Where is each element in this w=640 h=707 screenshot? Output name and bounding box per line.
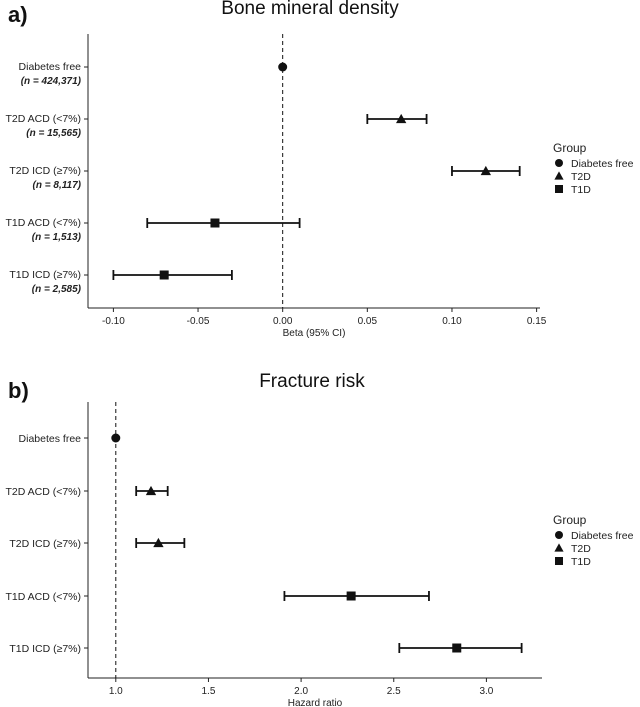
- x-axis-title: Hazard ratio: [288, 698, 343, 707]
- legend-key: [555, 557, 563, 565]
- legend-entry-label: T2D: [571, 171, 591, 183]
- x-tick-label: 0.00: [273, 316, 293, 327]
- x-axis-title: Beta (95% CI): [283, 328, 346, 339]
- panel-tag: b): [8, 378, 29, 403]
- category-label: T1D ICD (≥7%): [9, 643, 81, 655]
- point-estimate: [278, 62, 288, 72]
- x-tick-label: 0.10: [442, 316, 462, 327]
- sample-size-label: (n = 2,585): [32, 284, 82, 295]
- x-tick-label: 1.5: [201, 686, 215, 697]
- point-estimate: [111, 433, 121, 443]
- panel-b: b) Fracture risk 1.0 1.5 2.0 2.5 3.0 Hazard rat…: [5, 371, 633, 707]
- category-label: T1D ICD (≥7%): [9, 269, 81, 281]
- category-label: Diabetes free: [19, 433, 82, 445]
- chart-title: Bone mineral density: [221, 0, 399, 19]
- legend-entry-label: Diabetes free: [571, 158, 634, 170]
- point-estimate: [210, 218, 220, 228]
- x-tick-label: 2.0: [294, 686, 308, 697]
- category-label: T2D ICD (≥7%): [9, 165, 81, 177]
- point-estimate: [396, 113, 407, 124]
- x-tick-label: 2.5: [387, 686, 401, 697]
- point-estimate: [153, 537, 164, 548]
- category-label: T1D ACD (<7%): [5, 217, 81, 229]
- point-estimate: [145, 485, 157, 496]
- category-label: T2D ACD (<7%): [5, 113, 81, 125]
- x-tick-label: 1.0: [109, 686, 123, 697]
- legend-key: [554, 543, 564, 552]
- legend-key: [555, 159, 563, 167]
- sample-size-label: (n = 1,513): [32, 232, 82, 243]
- point-estimate: [346, 591, 356, 601]
- point-estimate: [452, 643, 462, 653]
- legend-entry-label: T1D: [571, 184, 591, 196]
- category-label: T1D ACD (<7%): [5, 591, 81, 603]
- x-tick-label: 0.05: [358, 316, 378, 327]
- chart-title: Fracture risk: [259, 371, 365, 392]
- legend-key: [554, 171, 564, 180]
- sample-size-label: (n = 8,117): [33, 180, 82, 191]
- sample-size-label: (n = 424,371): [21, 76, 82, 87]
- category-label: Diabetes free: [19, 61, 82, 73]
- panel-tag: a): [8, 2, 28, 27]
- legend-title: Group: [553, 513, 587, 527]
- point-estimate: [480, 165, 492, 176]
- legend-entry-label: T2D: [571, 543, 591, 555]
- legend-key: [555, 531, 563, 539]
- legend-title: Group: [553, 141, 587, 155]
- panel-a: a) Bone mineral density -0.10 -0.05 0.00 0.05…: [5, 0, 633, 339]
- sample-size-label: (n = 15,565): [26, 128, 81, 139]
- legend-key: [555, 185, 563, 193]
- x-tick-label: 0.15: [527, 316, 547, 327]
- category-label: T2D ACD (<7%): [5, 486, 81, 498]
- point-estimate: [159, 270, 169, 280]
- legend-entry-label: T1D: [571, 556, 591, 568]
- x-tick-label: -0.05: [187, 316, 210, 327]
- legend-entry-label: Diabetes free: [571, 530, 634, 542]
- x-tick-label: -0.10: [102, 316, 125, 327]
- category-label: T2D ICD (≥7%): [9, 538, 81, 550]
- x-tick-label: 3.0: [479, 686, 493, 697]
